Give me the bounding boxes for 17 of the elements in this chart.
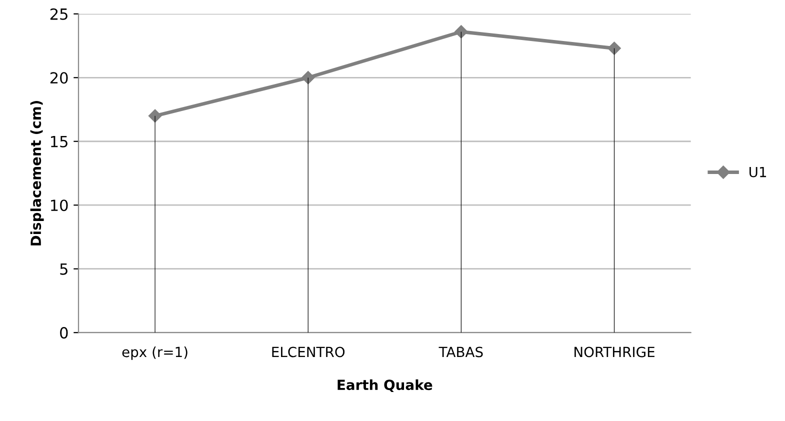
y-tick-label: 20 [50,72,68,84]
point [454,25,468,38]
y-tick-label: 0 [60,327,68,339]
x-tick-label: NORTHRIGE [574,346,654,358]
y-tick-label: 5 [60,264,68,275]
point [148,109,162,122]
y-tick-label: 25 [50,8,68,20]
legend-label: U1 [750,166,766,178]
y-axis-title: Displacement (cm) [30,100,44,246]
y-tick-label: 15 [51,136,68,148]
x-axis-title: Earth Quake [338,379,432,392]
point [302,71,315,84]
x-tick-label: ELCENTRO [272,346,345,358]
y-tick-label: 10 [51,200,68,212]
x-tick-label: TABAS [438,346,483,358]
x-tick-label: epx (r=1) [122,346,188,360]
point [608,42,621,55]
